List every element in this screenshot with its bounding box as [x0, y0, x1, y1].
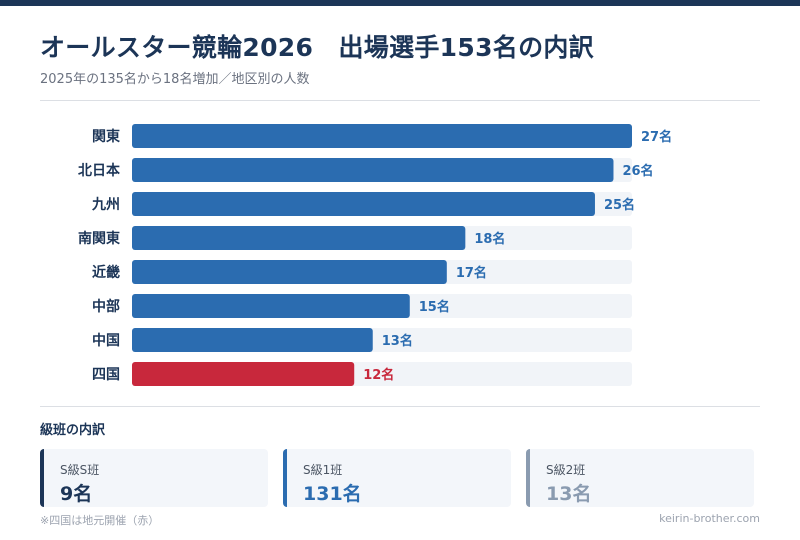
value-label: 17名 [456, 265, 487, 281]
site-credit[interactable]: keirin-brother.com [659, 512, 760, 525]
bar-中部 [132, 294, 410, 318]
breakdown-title: 級班の内訳 [40, 423, 106, 438]
category-label: 近畿 [92, 264, 120, 281]
category-label: 九州 [91, 197, 120, 213]
bar-関東 [132, 124, 632, 148]
card-value: 9名 [60, 483, 93, 505]
category-label: 北日本 [78, 162, 121, 179]
card-accent-bar [283, 449, 287, 507]
value-label: 18名 [474, 231, 505, 247]
section-divider [40, 406, 760, 407]
category-label: 中部 [92, 298, 120, 315]
value-label: 25名 [604, 197, 635, 213]
value-label: 13名 [382, 333, 413, 349]
card-accent-bar [526, 449, 530, 507]
card-label: S級S班 [60, 463, 100, 477]
page-title: オールスター競輪2026 出場選手153名の内訳 [40, 33, 594, 62]
category-label: 中国 [92, 332, 120, 349]
class-card-s1: S級1班 131名 [283, 449, 511, 507]
category-label: 関東 [92, 128, 120, 145]
top-accent-bar [0, 0, 800, 6]
bar-南関東 [132, 226, 466, 250]
value-label: 27名 [641, 129, 672, 145]
category-label: 南関東 [78, 230, 120, 247]
card-value: 131名 [303, 483, 362, 505]
class-card-s2: S級2班 13名 [526, 449, 754, 507]
bar-九州 [132, 192, 595, 216]
value-label: 15名 [419, 299, 450, 315]
bar-近畿 [132, 260, 447, 284]
category-label: 四国 [92, 367, 120, 383]
class-card-ss: S級S班 9名 [40, 449, 268, 507]
bar-中国 [132, 328, 373, 352]
page-subtitle: 2025年の135名から18名増加／地区別の人数 [40, 72, 310, 87]
header-divider [40, 100, 760, 101]
card-accent-bar [40, 449, 44, 507]
value-label: 26名 [622, 163, 653, 179]
bar-北日本 [132, 158, 614, 182]
card-label: S級2班 [546, 463, 586, 477]
card-label: S級1班 [303, 463, 343, 477]
value-label: 12名 [363, 367, 394, 383]
card-value: 13名 [546, 483, 592, 505]
bar-四国 [132, 362, 355, 386]
footnote: ※四国は地元開催（赤） [40, 514, 160, 527]
